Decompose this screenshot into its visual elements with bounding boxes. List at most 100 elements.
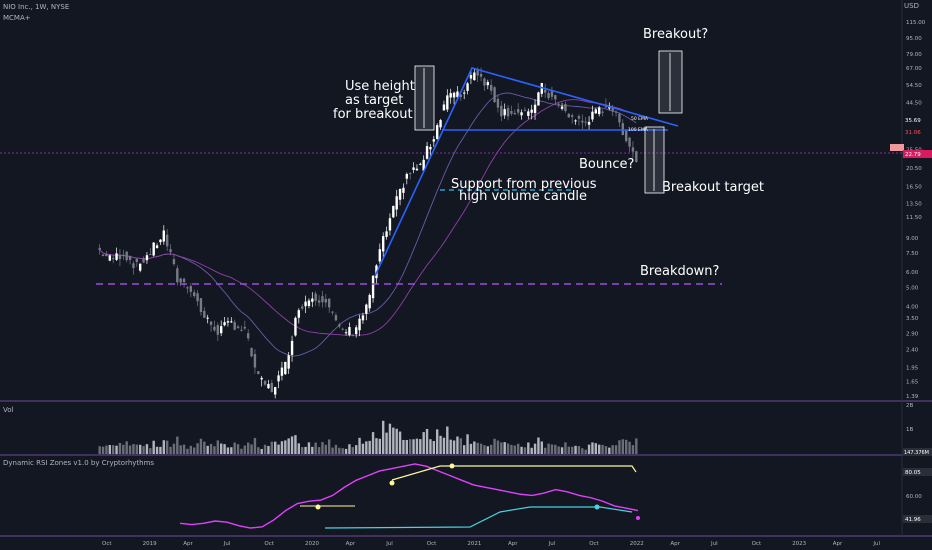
candle-body: [179, 278, 182, 283]
time-tick: Jul: [223, 541, 231, 547]
vol-badge-last: 147.376M: [904, 450, 929, 456]
breakout-projection-box[interactable]: [658, 50, 683, 114]
volume-bar: [257, 447, 260, 454]
rsi-line: [179, 463, 639, 529]
candle-body: [388, 218, 392, 231]
volume-bar: [122, 444, 125, 454]
volume-bar: [574, 445, 577, 454]
candle-body: [493, 87, 496, 103]
candle-body: [223, 322, 226, 326]
candle-body: [206, 317, 209, 319]
candle-body: [510, 111, 513, 114]
volume-bar: [230, 447, 233, 454]
volume-bar: [105, 445, 108, 454]
candle-body: [321, 296, 324, 303]
candle-body: [132, 263, 135, 269]
price-axis[interactable]: 115.00 95.00 79.00 67.00 54.50 44.50 35.69 31.0…: [906, 20, 926, 500]
volume-bar: [206, 445, 209, 454]
annotation-for-breakout[interactable]: for breakout: [333, 107, 413, 122]
volume-bar: [138, 444, 142, 454]
volume-bar: [192, 447, 196, 454]
time-tick: 2023: [792, 541, 806, 547]
volume-bar: [199, 438, 203, 454]
volume-bar: [469, 443, 473, 454]
candle-body: [263, 380, 267, 385]
volume-bar: [250, 444, 253, 454]
candle-body: [392, 205, 395, 218]
volume-bar: [489, 444, 493, 454]
time-axis[interactable]: Oct 2019 Apr Jul Oct 2020 Apr Jul Oct 2021 Apr Jul O…: [102, 541, 881, 547]
annotation-support-1[interactable]: Support from previous: [451, 177, 597, 192]
annotation-breakout-target[interactable]: Breakout target: [662, 180, 764, 195]
volume-bar: [267, 446, 270, 454]
time-tick: 2019: [143, 541, 157, 547]
volume-bar: [506, 443, 510, 454]
volume-bar: [547, 443, 550, 454]
volume-bar: [152, 440, 155, 454]
volume-bar: [118, 442, 122, 454]
height-measure-box[interactable]: [414, 65, 435, 131]
time-tick: Jul: [710, 541, 718, 547]
annotation-use-height[interactable]: Use height: [345, 79, 415, 94]
currency-label: USD: [904, 2, 919, 10]
candle-body: [118, 254, 122, 260]
volume-bar: [624, 439, 628, 454]
time-tick: Oct: [264, 541, 274, 547]
volume-pane-label: Vol: [3, 406, 14, 414]
volume-bar: [608, 447, 611, 454]
volume-bar: [125, 441, 128, 454]
volume-bar: [348, 444, 351, 454]
candle-body: [476, 69, 479, 76]
volume-bar: [388, 423, 392, 454]
volume-bar: [446, 426, 449, 454]
candle-body: [456, 91, 459, 98]
candle-body: [581, 120, 584, 123]
volume-bar: [560, 447, 564, 454]
candle-body: [594, 109, 598, 114]
rsi-tick: 60.00: [906, 494, 922, 500]
price-tick: 5.00: [906, 286, 919, 292]
candle-body: [402, 187, 405, 193]
volume-bar: [189, 445, 193, 454]
price-badge-bg-1: [903, 116, 932, 124]
candle-body: [169, 249, 172, 253]
price-tick: 54.50: [906, 83, 922, 89]
price-tick: 2.40: [906, 348, 919, 354]
volume-bar: [587, 444, 591, 454]
candle-body: [108, 255, 112, 261]
candle-body: [111, 258, 115, 260]
candle-body: [597, 107, 601, 115]
volume-bar: [101, 446, 105, 454]
candle-body: [331, 311, 334, 313]
volume-bar: [459, 438, 463, 454]
volume-bar: [618, 440, 621, 454]
drawings[interactable]: Breakout? Use height as target for break…: [96, 27, 764, 285]
volume-bar: [523, 447, 527, 454]
candle-body: [213, 326, 216, 331]
annotation-support-2[interactable]: high volume candle: [459, 189, 587, 204]
volume-bar: [311, 446, 314, 454]
annotation-as-target[interactable]: as target: [345, 93, 403, 108]
breakout-target-box[interactable]: [644, 126, 665, 194]
candle-body: [432, 139, 436, 142]
volume-bar: [520, 446, 523, 454]
annotation-breakout-question[interactable]: Breakout?: [643, 27, 708, 42]
time-tick: Oct: [752, 541, 762, 547]
volume-bar: [331, 447, 334, 454]
ema100-label: 100 EMA: [628, 127, 649, 133]
candle-body: [219, 326, 223, 334]
annotation-breakdown[interactable]: Breakdown?: [640, 264, 719, 279]
volume-bar: [361, 443, 365, 454]
candle-body: [361, 315, 365, 321]
trendline-triangle[interactable]: [374, 67, 679, 277]
candle-body: [405, 173, 409, 179]
candle-body: [165, 234, 169, 247]
candle-body: [226, 321, 230, 323]
candle-body: [324, 298, 328, 303]
rsi-signal-marker: [315, 504, 321, 510]
candle-body: [621, 123, 625, 136]
rsi-badge-last: 41.96: [905, 517, 921, 523]
time-tick: Jul: [385, 541, 393, 547]
annotation-bounce[interactable]: Bounce?: [579, 157, 634, 172]
